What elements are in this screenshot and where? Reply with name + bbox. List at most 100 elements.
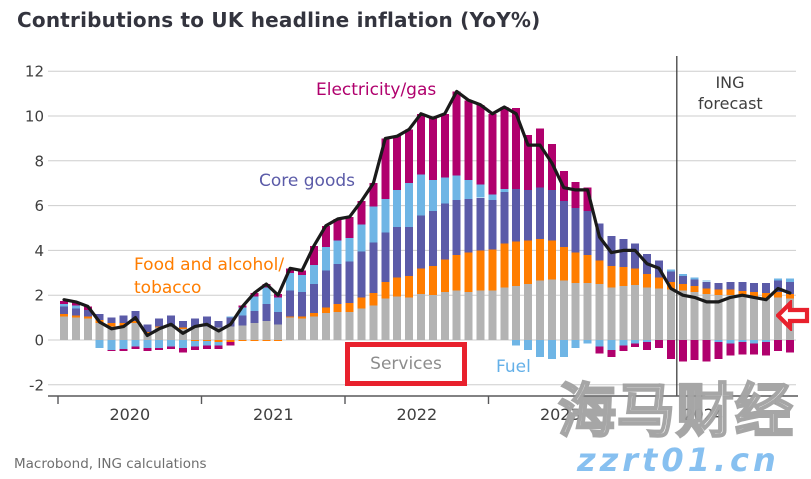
- bar-segment: [298, 270, 306, 276]
- bar-segment: [357, 224, 366, 252]
- bar-segment: [428, 266, 437, 296]
- bar-segment: [726, 343, 735, 356]
- bar-segment: [750, 291, 759, 298]
- bar-segment: [369, 183, 378, 207]
- bar-segment: [167, 346, 176, 349]
- bar-segment: [143, 324, 152, 333]
- x-year-label: 2023: [540, 405, 581, 424]
- bar-segment: [250, 340, 259, 342]
- bar-segment: [83, 316, 92, 319]
- bar-segment: [643, 342, 652, 350]
- x-year-label: 2021: [253, 405, 294, 424]
- bar-segment: [726, 281, 735, 290]
- bar-segment: [702, 340, 711, 362]
- bar-segment: [95, 314, 104, 320]
- y-tick-label: 4: [34, 242, 44, 260]
- bar-segment: [178, 321, 187, 328]
- bar-segment: [452, 254, 461, 291]
- bar-segment: [488, 113, 497, 195]
- bar-segment: [631, 268, 640, 286]
- bar-segment: [619, 345, 628, 352]
- bar-segment: [369, 206, 378, 243]
- bar-segment: [155, 318, 164, 327]
- bar-segment: [476, 250, 485, 291]
- bar-segment: [750, 282, 759, 292]
- bar-segment: [583, 340, 592, 344]
- bar-segment: [214, 321, 223, 328]
- bar-segment: [214, 342, 223, 346]
- bar-segment: [345, 312, 354, 340]
- bar-segment: [559, 201, 568, 247]
- bar-segment: [738, 342, 747, 355]
- y-tick-label: 2: [34, 287, 44, 305]
- bar-segment: [71, 317, 80, 340]
- bar-segment: [107, 326, 116, 340]
- bar-segment: [690, 340, 699, 361]
- bar-segment: [631, 243, 640, 269]
- bar-segment: [286, 272, 295, 291]
- bar-segment: [607, 340, 616, 351]
- bar-segment: [476, 104, 485, 185]
- bar-segment: [428, 295, 437, 340]
- bar-segment: [512, 108, 521, 189]
- bar-segment: [333, 219, 342, 241]
- bar-segment: [655, 340, 663, 348]
- bar-segment: [60, 316, 68, 340]
- bar-segment: [678, 284, 687, 291]
- bar-segment: [381, 198, 390, 233]
- bar-segment: [333, 263, 342, 305]
- bar-segment: [95, 323, 104, 340]
- bar-segment: [309, 284, 318, 314]
- bar-segment: [238, 307, 247, 316]
- bar-segment: [690, 279, 699, 287]
- bar-segment: [702, 288, 711, 295]
- bar-segment: [131, 310, 140, 321]
- bar-segment: [571, 340, 580, 348]
- bar-segment: [595, 284, 604, 340]
- bar-segment: [119, 349, 128, 352]
- bar-segment: [702, 294, 711, 340]
- bar-segment: [357, 201, 366, 225]
- bar-segment: [262, 287, 271, 305]
- bar-segment: [726, 340, 735, 344]
- bar-segment: [524, 189, 532, 241]
- bar-segment: [298, 275, 306, 292]
- bar-segment: [595, 346, 604, 354]
- label-fuel: Fuel: [496, 357, 531, 377]
- bar-segment: [583, 211, 592, 255]
- bar-segment: [167, 326, 176, 340]
- bar-segment: [500, 192, 509, 244]
- bar-segment: [226, 340, 235, 343]
- bar-segment: [226, 326, 235, 340]
- bar-segment: [464, 179, 473, 199]
- bar-segment: [333, 304, 342, 312]
- bar-segment: [369, 242, 378, 293]
- bar-segment: [690, 277, 699, 280]
- bar-segment: [440, 291, 449, 340]
- bar-segment: [321, 313, 330, 340]
- bar-segment: [60, 304, 68, 307]
- bar-segment: [619, 239, 628, 268]
- bar-segment: [774, 291, 782, 298]
- bar-segment: [393, 277, 402, 297]
- bar-segment: [95, 340, 104, 348]
- bar-segment: [785, 278, 794, 282]
- bar-segment: [750, 343, 759, 355]
- bar-segment: [119, 340, 128, 349]
- ing-forecast-label: ING forecast: [698, 72, 763, 114]
- bar-segment: [750, 340, 759, 344]
- bar-segment: [167, 340, 176, 347]
- bar-segment: [214, 340, 223, 343]
- bar-segment: [619, 267, 628, 287]
- bar-segment: [690, 286, 699, 292]
- bar-segment: [500, 107, 509, 189]
- bar-segment: [785, 294, 794, 299]
- bar-segment: [536, 128, 544, 188]
- bar-segment: [536, 280, 544, 340]
- bar-segment: [286, 317, 295, 340]
- bar-segment: [369, 293, 378, 306]
- bar-segment: [464, 198, 473, 253]
- bar-segment: [309, 265, 318, 284]
- bar-segment: [416, 294, 425, 340]
- bar-segment: [143, 340, 152, 348]
